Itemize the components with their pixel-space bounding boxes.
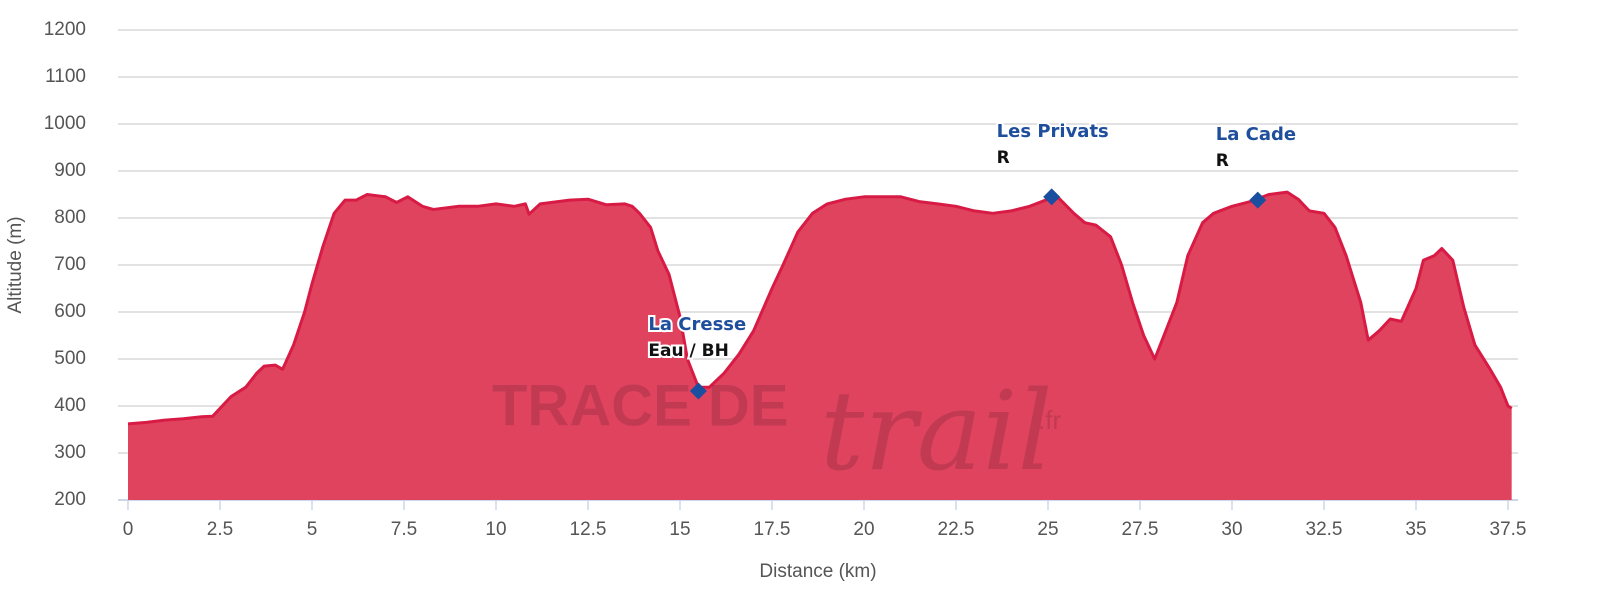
- watermark-text: TRACE DE: [492, 373, 788, 438]
- y-tick-label: 700: [54, 254, 86, 275]
- x-axis-title: Distance (km): [759, 561, 876, 582]
- y-tick-label: 1000: [44, 113, 86, 134]
- x-tick-label: 5: [307, 519, 318, 540]
- x-tick-label: 10: [485, 519, 506, 540]
- watermark-text: .fr: [1038, 405, 1061, 435]
- y-tick-label: 600: [54, 301, 86, 322]
- x-tick-label: 32.5: [1306, 519, 1343, 540]
- point-note: R: [997, 148, 1010, 168]
- x-tick-label: 7.5: [391, 519, 417, 540]
- y-tick-label: 1200: [44, 19, 86, 40]
- y-tick-label: 500: [54, 348, 86, 369]
- point-marker: [689, 382, 707, 400]
- point-name: La Cade: [1216, 124, 1296, 145]
- x-tick-label: 22.5: [938, 519, 975, 540]
- x-tick-label: 27.5: [1122, 519, 1159, 540]
- x-tick-label: 25: [1037, 519, 1058, 540]
- line: [127, 190, 1513, 426]
- x-tick-label: 0: [123, 519, 134, 540]
- y-tick-label: 900: [54, 160, 86, 181]
- x-tick-label: 37.5: [1490, 519, 1527, 540]
- y-tick-label: 1100: [45, 66, 86, 87]
- watermark-text: trail: [820, 367, 1053, 495]
- x-tick-label: 20: [853, 519, 874, 540]
- y-tick-label: 300: [54, 442, 86, 463]
- point-name: La Cresse: [648, 314, 746, 335]
- y-tick-label: 800: [54, 207, 86, 228]
- watermark: TRACE DE trail.fr: [492, 367, 1061, 495]
- point-note: Eau / BH: [648, 341, 728, 361]
- x-tick-label: 30: [1221, 519, 1242, 540]
- x-tick-label: 35: [1405, 519, 1426, 540]
- y-tick-label: 400: [54, 395, 86, 416]
- y-axis-title: Altitude (m): [5, 216, 26, 313]
- area: [128, 192, 1512, 500]
- x-tick-label: 2.5: [207, 519, 233, 540]
- x-tick-label: 12.5: [570, 519, 607, 540]
- y-tick-label: 200: [54, 489, 86, 510]
- x-tick-label: 17.5: [754, 519, 791, 540]
- point-note: R: [1216, 151, 1229, 171]
- point-name: Les Privats: [997, 121, 1109, 142]
- x-tick-label: 15: [669, 519, 690, 540]
